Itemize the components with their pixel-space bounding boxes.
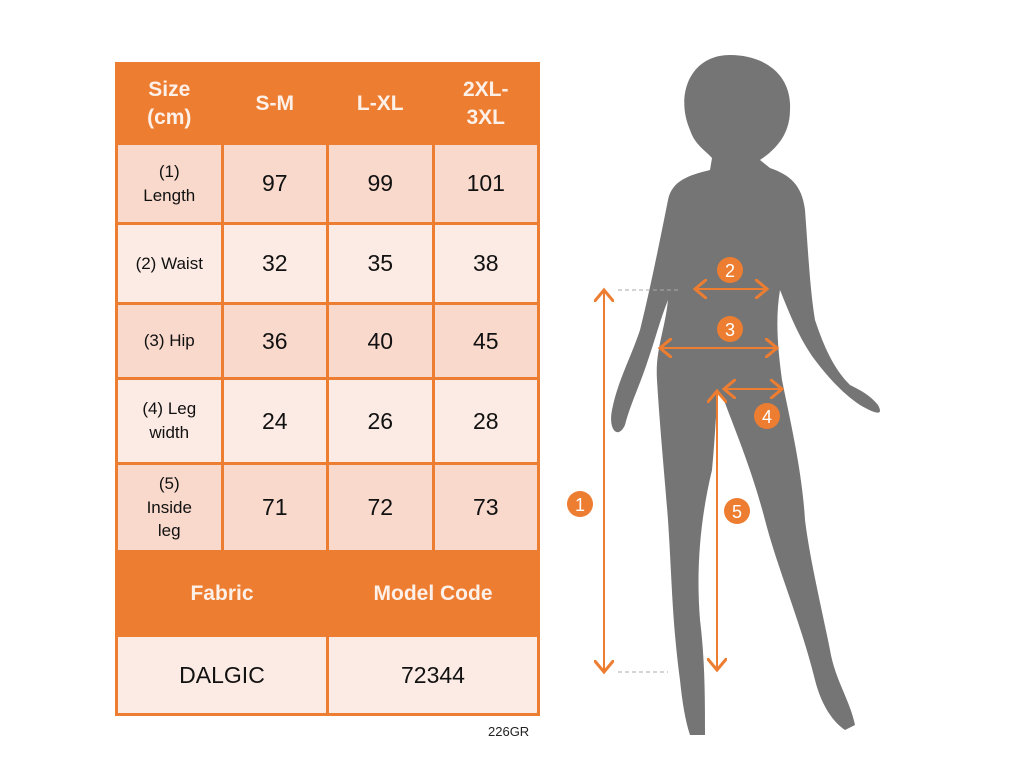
header-cell: L-XL bbox=[326, 62, 435, 145]
header-cell: Size (cm) bbox=[115, 62, 224, 145]
fabric-value: DALGIC bbox=[115, 634, 329, 716]
cell: 40 bbox=[326, 302, 435, 380]
row-label: (3) Hip bbox=[115, 302, 224, 380]
header-row: Size (cm) S-M L-XL 2XL- 3XL bbox=[115, 62, 540, 145]
footer-header-row: Fabric Model Code bbox=[115, 550, 540, 637]
cell: 24 bbox=[220, 377, 329, 465]
cell: 72 bbox=[326, 462, 435, 553]
cell: 32 bbox=[220, 222, 329, 305]
cell: 28 bbox=[431, 377, 540, 465]
product-code: 226GR bbox=[488, 724, 530, 739]
footer-value-row: DALGIC 72344 bbox=[115, 634, 540, 716]
table-row: (3) Hip 36 40 45 bbox=[115, 302, 540, 380]
row-label: (5) Inside leg bbox=[115, 462, 224, 553]
row-label: (1) Length bbox=[115, 142, 224, 225]
marker-4: 4 bbox=[754, 403, 780, 429]
fabric-header: Fabric bbox=[115, 550, 329, 637]
cell: 38 bbox=[431, 222, 540, 305]
cell: 35 bbox=[326, 222, 435, 305]
row-label: (2) Waist bbox=[115, 222, 224, 305]
cell: 73 bbox=[431, 462, 540, 553]
cell: 45 bbox=[431, 302, 540, 380]
marker-2: 2 bbox=[717, 257, 743, 283]
table-row: (5) Inside leg 71 72 73 bbox=[115, 462, 540, 553]
table-row: (1) Length 97 99 101 bbox=[115, 142, 540, 225]
cell: 36 bbox=[220, 302, 329, 380]
marker-5: 5 bbox=[724, 498, 750, 524]
cell: 101 bbox=[431, 142, 540, 225]
marker-1: 1 bbox=[567, 491, 593, 517]
svg-text:2: 2 bbox=[725, 261, 735, 281]
body-silhouette-figure: 1 2 3 4 5 bbox=[567, 55, 880, 735]
svg-text:4: 4 bbox=[762, 407, 772, 427]
model-code-value: 72344 bbox=[326, 634, 540, 716]
size-chart-table: Size (cm) S-M L-XL 2XL- 3XL (1) Length 9… bbox=[115, 62, 540, 716]
svg-text:1: 1 bbox=[575, 495, 585, 515]
header-cell: S-M bbox=[220, 62, 329, 145]
cell: 71 bbox=[220, 462, 329, 553]
svg-text:3: 3 bbox=[725, 320, 735, 340]
silhouette bbox=[611, 55, 880, 735]
table-row: (4) Leg width 24 26 28 bbox=[115, 377, 540, 465]
cell: 26 bbox=[326, 377, 435, 465]
header-cell: 2XL- 3XL bbox=[431, 62, 540, 145]
cell: 97 bbox=[220, 142, 329, 225]
row-label: (4) Leg width bbox=[115, 377, 224, 465]
marker-3: 3 bbox=[717, 316, 743, 342]
cell: 99 bbox=[326, 142, 435, 225]
table-row: (2) Waist 32 35 38 bbox=[115, 222, 540, 305]
svg-text:5: 5 bbox=[732, 502, 742, 522]
model-code-header: Model Code bbox=[326, 550, 540, 637]
